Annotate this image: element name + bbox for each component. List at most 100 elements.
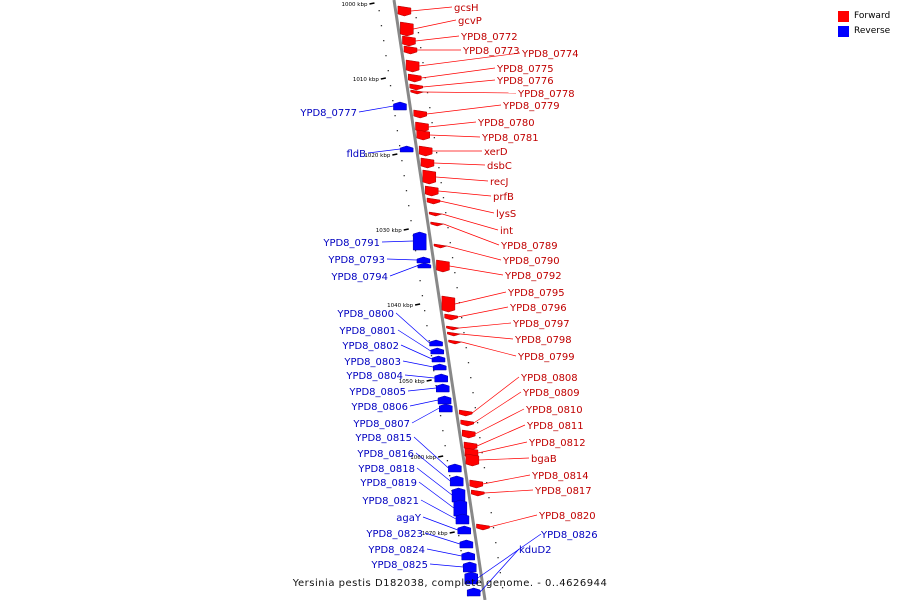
reverse-leader-line — [429, 563, 464, 568]
forward-gene-feature — [433, 243, 448, 249]
forward-gene-label: YPD8_0790 — [502, 256, 560, 267]
forward-gene-feature — [410, 89, 424, 95]
forward-leader-line — [460, 333, 514, 340]
gene-layer — [393, 5, 490, 597]
reverse-gene-label: YPD8_0823 — [365, 529, 423, 540]
forward-gene-feature — [413, 109, 427, 119]
minor-tick-dot — [380, 25, 383, 27]
minor-tick-dot — [461, 317, 463, 319]
forward-gene-feature — [397, 5, 412, 17]
reverse-gene-feature — [417, 262, 432, 269]
reverse-gene-feature — [455, 513, 470, 525]
reverse-leader-line — [407, 387, 437, 392]
minor-tick-dot — [465, 347, 467, 349]
forward-gene-feature — [436, 259, 450, 273]
minor-tick-dot — [408, 205, 410, 207]
minor-tick-dot — [476, 422, 479, 424]
reverse-gene-feature — [439, 403, 453, 413]
minor-tick-dot — [435, 152, 438, 154]
forward-gene-label: YPD8_0778 — [517, 89, 575, 100]
minor-tick-dot — [383, 40, 385, 42]
tick-mark — [438, 455, 444, 458]
forward-gene-label: xerD — [484, 147, 508, 158]
reverse-gene-label: YPD8_0794 — [330, 272, 388, 283]
reverse-leader-line — [420, 499, 457, 520]
minor-tick-dot — [410, 220, 412, 222]
forward-gene-label: recJ — [490, 177, 509, 188]
forward-leader-line — [438, 190, 492, 197]
forward-gene-label: YPD8_0781 — [481, 133, 539, 144]
forward-gene-feature — [403, 45, 418, 55]
minor-tick-dot — [440, 182, 442, 184]
minor-tick-dot — [415, 17, 417, 19]
minor-tick-dot — [387, 70, 389, 72]
forward-gene-label: YPD8_0812 — [528, 438, 586, 449]
reverse-leader-line — [409, 399, 439, 407]
forward-leader-line — [429, 134, 481, 138]
reverse-gene-feature — [437, 395, 452, 405]
minor-tick-dot — [442, 197, 445, 199]
minor-tick-dot — [451, 257, 454, 259]
minor-tick-dot — [392, 100, 394, 102]
forward-gene-label: YPD8_0779 — [502, 101, 560, 112]
minor-tick-dot — [403, 175, 405, 177]
minor-tick-dot — [389, 85, 392, 87]
reverse-leader-line — [479, 548, 520, 593]
forward-gene-feature — [461, 429, 476, 439]
minor-tick-dot — [428, 340, 430, 342]
reverse-gene-feature — [451, 487, 466, 503]
forward-leader-line — [475, 408, 525, 435]
forward-gene-label: YPD8_0792 — [504, 271, 562, 282]
forward-leader-line — [482, 474, 531, 485]
tick-label: 1050 kbp — [399, 379, 425, 385]
map-caption: Yersinia pestis D182038, complete genome… — [292, 578, 608, 589]
forward-leader-line — [478, 457, 530, 461]
forward-leader-line — [449, 265, 504, 276]
minor-tick-dot — [419, 280, 421, 282]
minor-tick-dot — [431, 122, 433, 124]
legend-forward-label: Forward — [854, 11, 891, 21]
reverse-gene-feature — [416, 256, 431, 264]
forward-gene-label: YPD8_0808 — [520, 373, 578, 384]
reverse-gene-label: YPD8_0802 — [341, 341, 399, 352]
reverse-leader-line — [411, 407, 440, 424]
forward-leader-line — [426, 104, 502, 115]
reverse-gene-feature — [432, 363, 447, 371]
forward-leader-line — [433, 162, 486, 166]
forward-gene-label: gcsH — [454, 3, 479, 14]
forward-gene-label: YPD8_0817 — [534, 486, 592, 497]
forward-leader-line — [415, 35, 460, 42]
forward-gene-feature — [407, 73, 422, 83]
minor-tick-dot — [426, 325, 428, 327]
minor-tick-dot — [481, 452, 483, 454]
forward-gene-feature — [446, 325, 460, 331]
reverse-leader-line — [424, 532, 461, 545]
reverse-gene-label: fldB — [346, 149, 366, 160]
forward-gene-label: YPD8_0798 — [514, 335, 572, 346]
reverse-leader-line — [400, 344, 433, 360]
forward-leader-line — [423, 91, 517, 94]
minor-tick-dot — [472, 392, 474, 394]
forward-gene-label: YPD8_0789 — [500, 241, 558, 252]
forward-leader-line — [419, 52, 521, 67]
reverse-gene-label: YPD8_0824 — [367, 545, 425, 556]
forward-gene-feature — [465, 453, 480, 467]
minor-tick-dot — [426, 92, 429, 94]
forward-leader-line — [439, 200, 495, 214]
forward-gene-label: dsbC — [487, 161, 512, 172]
forward-leader-line — [484, 489, 534, 494]
reverse-gene-feature — [461, 551, 475, 561]
forward-leader-line — [459, 322, 512, 329]
reverse-leader-line — [426, 548, 462, 557]
minor-tick-dot — [456, 287, 458, 289]
forward-gene-feature — [460, 419, 474, 427]
reverse-gene-feature — [434, 373, 448, 383]
tick-label: 1000 kbp — [342, 2, 368, 8]
minor-tick-dot — [488, 497, 490, 499]
reverse-gene-label: YPD8_0819 — [359, 478, 417, 489]
reverse-leader-line — [395, 312, 430, 344]
label-layer: gcsH gcvP YPD8_0772 YPD8_0773 YPD8_0774 YPD8_… — [299, 3, 597, 571]
reverse-leader-line — [404, 374, 435, 379]
legend: Forward Reverse — [838, 9, 890, 39]
forward-gene-feature — [448, 339, 462, 345]
